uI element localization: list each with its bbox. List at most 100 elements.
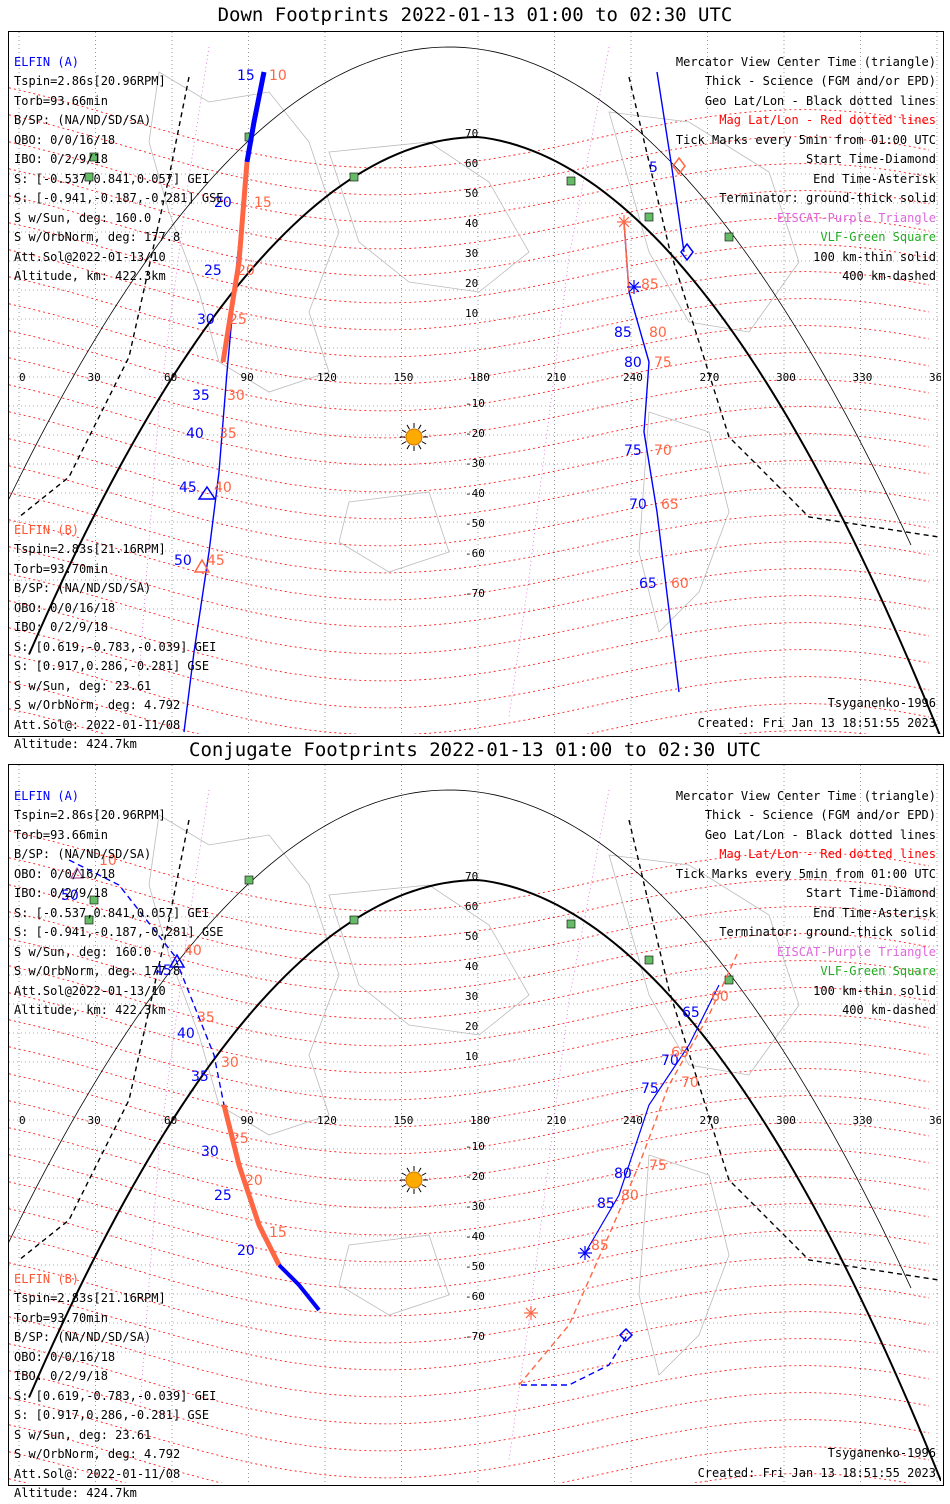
sun-ray bbox=[401, 441, 407, 445]
mag-lat-line bbox=[9, 573, 930, 655]
track-tick-label: 75 bbox=[649, 1158, 667, 1174]
coastline bbox=[608, 111, 800, 333]
track-tick-label: 85 bbox=[591, 1238, 609, 1254]
tspin: Tspin=2.83s[21.16RPM] bbox=[14, 542, 166, 556]
ibo: IBO: 0/2/9/18 bbox=[14, 1369, 108, 1383]
vlf-square-icon bbox=[644, 212, 654, 222]
coastline bbox=[338, 1234, 450, 1316]
track-tick-label: 20 bbox=[214, 195, 232, 211]
torb: Torb=93.66min bbox=[14, 827, 108, 842]
mag-lat-line bbox=[9, 600, 930, 682]
mag-lat-line bbox=[9, 1100, 930, 1182]
track-tick-label: 60 bbox=[671, 576, 689, 592]
model-label: Tsyganenko-1996 bbox=[827, 696, 936, 710]
mag-lat-line bbox=[9, 1370, 930, 1452]
lat-tick-label: -50 bbox=[465, 517, 485, 530]
sun-ray bbox=[406, 1167, 410, 1173]
lon-tick-label: 210 bbox=[547, 371, 567, 384]
mag-lat-line bbox=[9, 1127, 930, 1209]
ibo: IBO: 0/2/9/18 bbox=[14, 152, 108, 166]
terminator-ground bbox=[28, 879, 941, 1482]
lat-tick-label: 40 bbox=[465, 217, 478, 230]
mag-lat-line bbox=[9, 546, 930, 628]
track-tick-label: 80 bbox=[624, 355, 642, 371]
legend-line: 100 km-thin solid bbox=[813, 983, 936, 998]
sw-orb: S w/OrbNorm, deg: 4.792 bbox=[14, 1447, 181, 1461]
track-tick-label: 65 bbox=[639, 576, 657, 592]
coastline bbox=[328, 141, 530, 293]
mag-lat-line bbox=[9, 1343, 930, 1425]
legend-line: End Time-Asterisk bbox=[813, 905, 936, 920]
mag-lat-line bbox=[9, 1181, 930, 1263]
panel-title-down: Down Footprints 2022-01-13 01:00 to 02:3… bbox=[217, 4, 733, 26]
elfin-a-track bbox=[583, 984, 720, 1256]
sun-ray bbox=[418, 424, 422, 430]
lat-tick-label: 30 bbox=[465, 990, 478, 1003]
mag-lat-line bbox=[9, 1235, 930, 1317]
lon-tick-label: 360 bbox=[929, 1114, 941, 1127]
legend-line: Thick - Science (FGM and/or EPD) bbox=[704, 808, 936, 822]
mag-lat-line bbox=[9, 1289, 930, 1371]
start-diamond-icon bbox=[672, 156, 686, 176]
elfin-b-info-down: ELFIN (B) Tspin=2.83s[21.16RPM] Torb=93.… bbox=[14, 501, 216, 755]
lat-tick-label: -20 bbox=[465, 427, 485, 440]
lon-tick-label: 300 bbox=[776, 371, 796, 384]
s-gei: S: [-0.537,0.841,0.057] GEI bbox=[14, 905, 210, 920]
map-frame-down bbox=[8, 31, 944, 737]
sun-ray bbox=[418, 444, 422, 450]
s-gei: S: [-0.537,0.841,0.057] GEI bbox=[14, 171, 210, 186]
sw-sun: S w/Sun, deg: 160.0 bbox=[14, 944, 152, 959]
track-tick-label: 35 bbox=[192, 388, 210, 404]
mag-lat-line bbox=[9, 141, 930, 223]
track-tick-label: 65 bbox=[661, 497, 679, 513]
lon-tick-label: 330 bbox=[853, 1114, 873, 1127]
mag-lat-line bbox=[9, 1046, 930, 1128]
lon-tick-label: 210 bbox=[547, 1114, 567, 1127]
mag-lat-line bbox=[9, 1451, 911, 1483]
altitude: Altitude: 424.7km bbox=[14, 737, 137, 751]
track-tick-label: 40 bbox=[214, 480, 232, 496]
track-tick-label: 5 bbox=[649, 160, 658, 176]
elfin-a-track-science bbox=[244, 71, 267, 163]
vlf-square-icon bbox=[349, 915, 359, 925]
lon-tick-label: 0 bbox=[19, 1114, 26, 1127]
obo: OBO: 0/0/16/18 bbox=[14, 132, 116, 147]
track-tick-label: 50 bbox=[174, 553, 192, 569]
mag-lat-line bbox=[9, 1316, 930, 1398]
vlf-square-icon bbox=[89, 895, 99, 905]
bsp: B/SP: (NA/ND/SD/SA) bbox=[14, 581, 152, 595]
track-tick-label: 20 bbox=[237, 263, 255, 279]
torb: Torb=93.66min bbox=[14, 93, 108, 108]
sw-orb: S w/OrbNorm, deg: 4.792 bbox=[14, 698, 181, 712]
elfin-a-track bbox=[521, 1334, 628, 1386]
obo: OBO: 0/0/16/18 bbox=[14, 866, 116, 881]
mag-lat-line bbox=[9, 222, 930, 304]
legend-line: End Time-Asterisk bbox=[813, 171, 936, 186]
lon-tick-label: 270 bbox=[700, 371, 720, 384]
lat-tick-label: -40 bbox=[465, 1230, 485, 1243]
torb: Torb=93.70min bbox=[14, 1310, 108, 1325]
tspin: Tspin=2.86s[20.96RPM] bbox=[14, 808, 166, 822]
lon-tick-label: 120 bbox=[317, 1114, 337, 1127]
legend-line: Tick Marks every 5min from 01:00 UTC bbox=[675, 866, 936, 881]
att-sol: Att.Sol@2022-01-13/10 bbox=[14, 249, 166, 264]
sw-sun: S w/Sun, deg: 23.61 bbox=[14, 1427, 152, 1442]
track-tick-label: 40 bbox=[184, 943, 202, 959]
legend-line: Mag Lat/Lon - Red dotted lines bbox=[719, 847, 936, 861]
mag-lat-line bbox=[9, 330, 930, 412]
track-tick-label: 45 bbox=[207, 553, 225, 569]
lat-tick-label: -70 bbox=[465, 1330, 485, 1343]
track-tick-label: 10 bbox=[269, 68, 287, 84]
sun-ray bbox=[401, 1172, 407, 1176]
sw-sun: S w/Sun, deg: 160.0 bbox=[14, 210, 152, 225]
track-tick-label: 10 bbox=[99, 853, 117, 869]
legend-line: Mercator View Center Time (triangle) bbox=[675, 54, 936, 69]
att-sol: Att.Sol@2022-01-13/10 bbox=[14, 983, 166, 998]
lon-tick-label: 360 bbox=[929, 371, 941, 384]
model-label: Tsyganenko-1996 bbox=[827, 1446, 936, 1460]
legend-line: Thick - Science (FGM and/or EPD) bbox=[704, 74, 936, 88]
lon-tick-label: 150 bbox=[394, 1114, 414, 1127]
mag-lat-line bbox=[9, 627, 930, 709]
track-tick-label: 35 bbox=[197, 1010, 215, 1026]
track-tick-label: 25 bbox=[214, 1188, 232, 1204]
